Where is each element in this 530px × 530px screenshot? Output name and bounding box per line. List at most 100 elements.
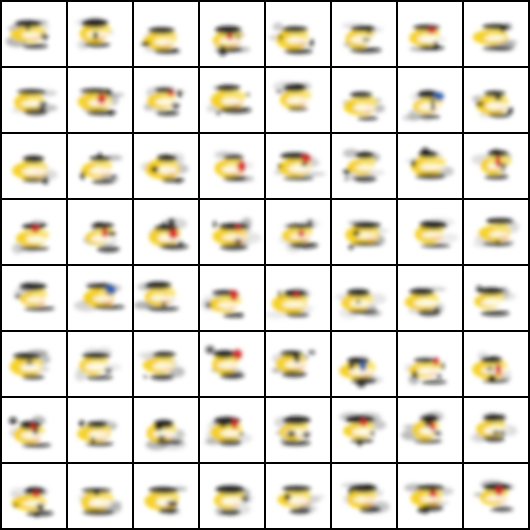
dark-stripe <box>218 223 248 231</box>
dark-speck <box>277 163 282 169</box>
sample-tile <box>2 464 66 528</box>
blurry-subject <box>74 18 114 50</box>
blurry-subject <box>77 419 118 447</box>
sample-tile <box>2 266 66 330</box>
sample-tile <box>464 134 528 198</box>
dark-speck <box>347 488 353 495</box>
dark-speck <box>216 111 221 115</box>
dark-shadow <box>161 177 185 183</box>
dark-shadow <box>420 380 447 385</box>
sample-image <box>464 68 528 132</box>
sample-image <box>68 2 132 66</box>
dark-speck <box>40 33 49 40</box>
dark-speck <box>177 239 183 246</box>
sample-tile <box>398 200 462 264</box>
sample-image <box>266 2 330 66</box>
blurry-subject <box>342 91 386 121</box>
dark-stripe <box>350 25 376 32</box>
sample-tile <box>2 398 66 462</box>
blurry-subject <box>345 220 390 250</box>
white-band <box>352 497 377 503</box>
dark-stripe <box>483 90 506 97</box>
dark-shadow <box>418 114 441 119</box>
sample-image <box>332 266 396 330</box>
sample-image <box>266 398 330 462</box>
sample-tile <box>200 398 264 462</box>
blurry-subject <box>83 222 120 253</box>
dark-stripe <box>19 420 41 430</box>
dark-shadow <box>147 306 180 312</box>
dark-speck <box>25 25 31 31</box>
dark-speck <box>344 177 349 181</box>
white-band <box>22 167 48 176</box>
dark-speck <box>143 374 148 379</box>
gray-smudge <box>266 310 288 319</box>
white-band <box>288 496 309 505</box>
red-accent <box>101 228 108 238</box>
dark-speck <box>92 31 99 40</box>
white-band <box>25 296 50 303</box>
red-accent <box>229 289 238 301</box>
white-band <box>86 31 111 38</box>
sample-image <box>68 200 132 264</box>
blue-accent <box>434 92 444 102</box>
dark-stripe <box>409 288 435 296</box>
gray-smudge <box>77 40 89 50</box>
sample-tile <box>266 464 330 528</box>
dark-stripe <box>223 154 244 161</box>
white-band <box>356 233 378 239</box>
blurry-subject <box>273 152 326 181</box>
dark-shadow <box>284 48 313 55</box>
dark-speck <box>150 166 159 173</box>
white-band <box>349 368 375 376</box>
dark-speck <box>141 41 151 47</box>
dark-stripe <box>349 484 378 493</box>
sample-image <box>200 464 264 528</box>
sample-tile <box>332 266 396 330</box>
sample-image <box>332 398 396 462</box>
dark-speck <box>433 306 440 313</box>
blurry-subject <box>414 217 459 248</box>
dark-shadow <box>22 177 45 183</box>
white-band <box>288 164 312 173</box>
red-accent <box>168 229 179 239</box>
sample-tile <box>200 332 264 396</box>
blurry-subject <box>339 412 387 447</box>
sample-tile <box>398 68 462 132</box>
sample-image <box>2 2 66 66</box>
sample-tile <box>134 68 198 132</box>
sample-image <box>266 332 330 396</box>
blurry-subject <box>205 84 252 115</box>
blurry-subject <box>473 480 515 513</box>
white-band <box>484 495 510 501</box>
dark-speck <box>205 302 212 308</box>
sample-tile <box>266 134 330 198</box>
dark-speck <box>486 366 494 371</box>
dark-shadow <box>483 435 505 443</box>
gray-smudge <box>204 437 221 445</box>
sample-tile <box>398 266 462 330</box>
blurry-subject <box>204 416 253 446</box>
sample-image <box>464 332 528 396</box>
dark-speck <box>12 503 19 508</box>
dark-shadow <box>482 241 513 247</box>
sample-image <box>398 2 462 66</box>
dark-speck <box>343 168 351 175</box>
dark-stripe <box>145 281 172 290</box>
red-accent <box>297 230 305 237</box>
sample-image <box>2 266 66 330</box>
dark-speck <box>173 47 178 53</box>
blurry-subject <box>143 85 187 116</box>
sample-tile <box>68 200 132 264</box>
white-band <box>218 38 243 45</box>
white-band <box>217 302 240 309</box>
dark-speck <box>301 162 308 167</box>
sample-image <box>134 266 198 330</box>
dark-speck <box>498 414 506 423</box>
dark-speck <box>421 147 430 156</box>
sample-tile <box>464 464 528 528</box>
dark-speck <box>42 176 49 185</box>
sample-image <box>134 134 198 198</box>
blurry-subject <box>340 483 390 513</box>
dark-stripe <box>22 155 45 164</box>
